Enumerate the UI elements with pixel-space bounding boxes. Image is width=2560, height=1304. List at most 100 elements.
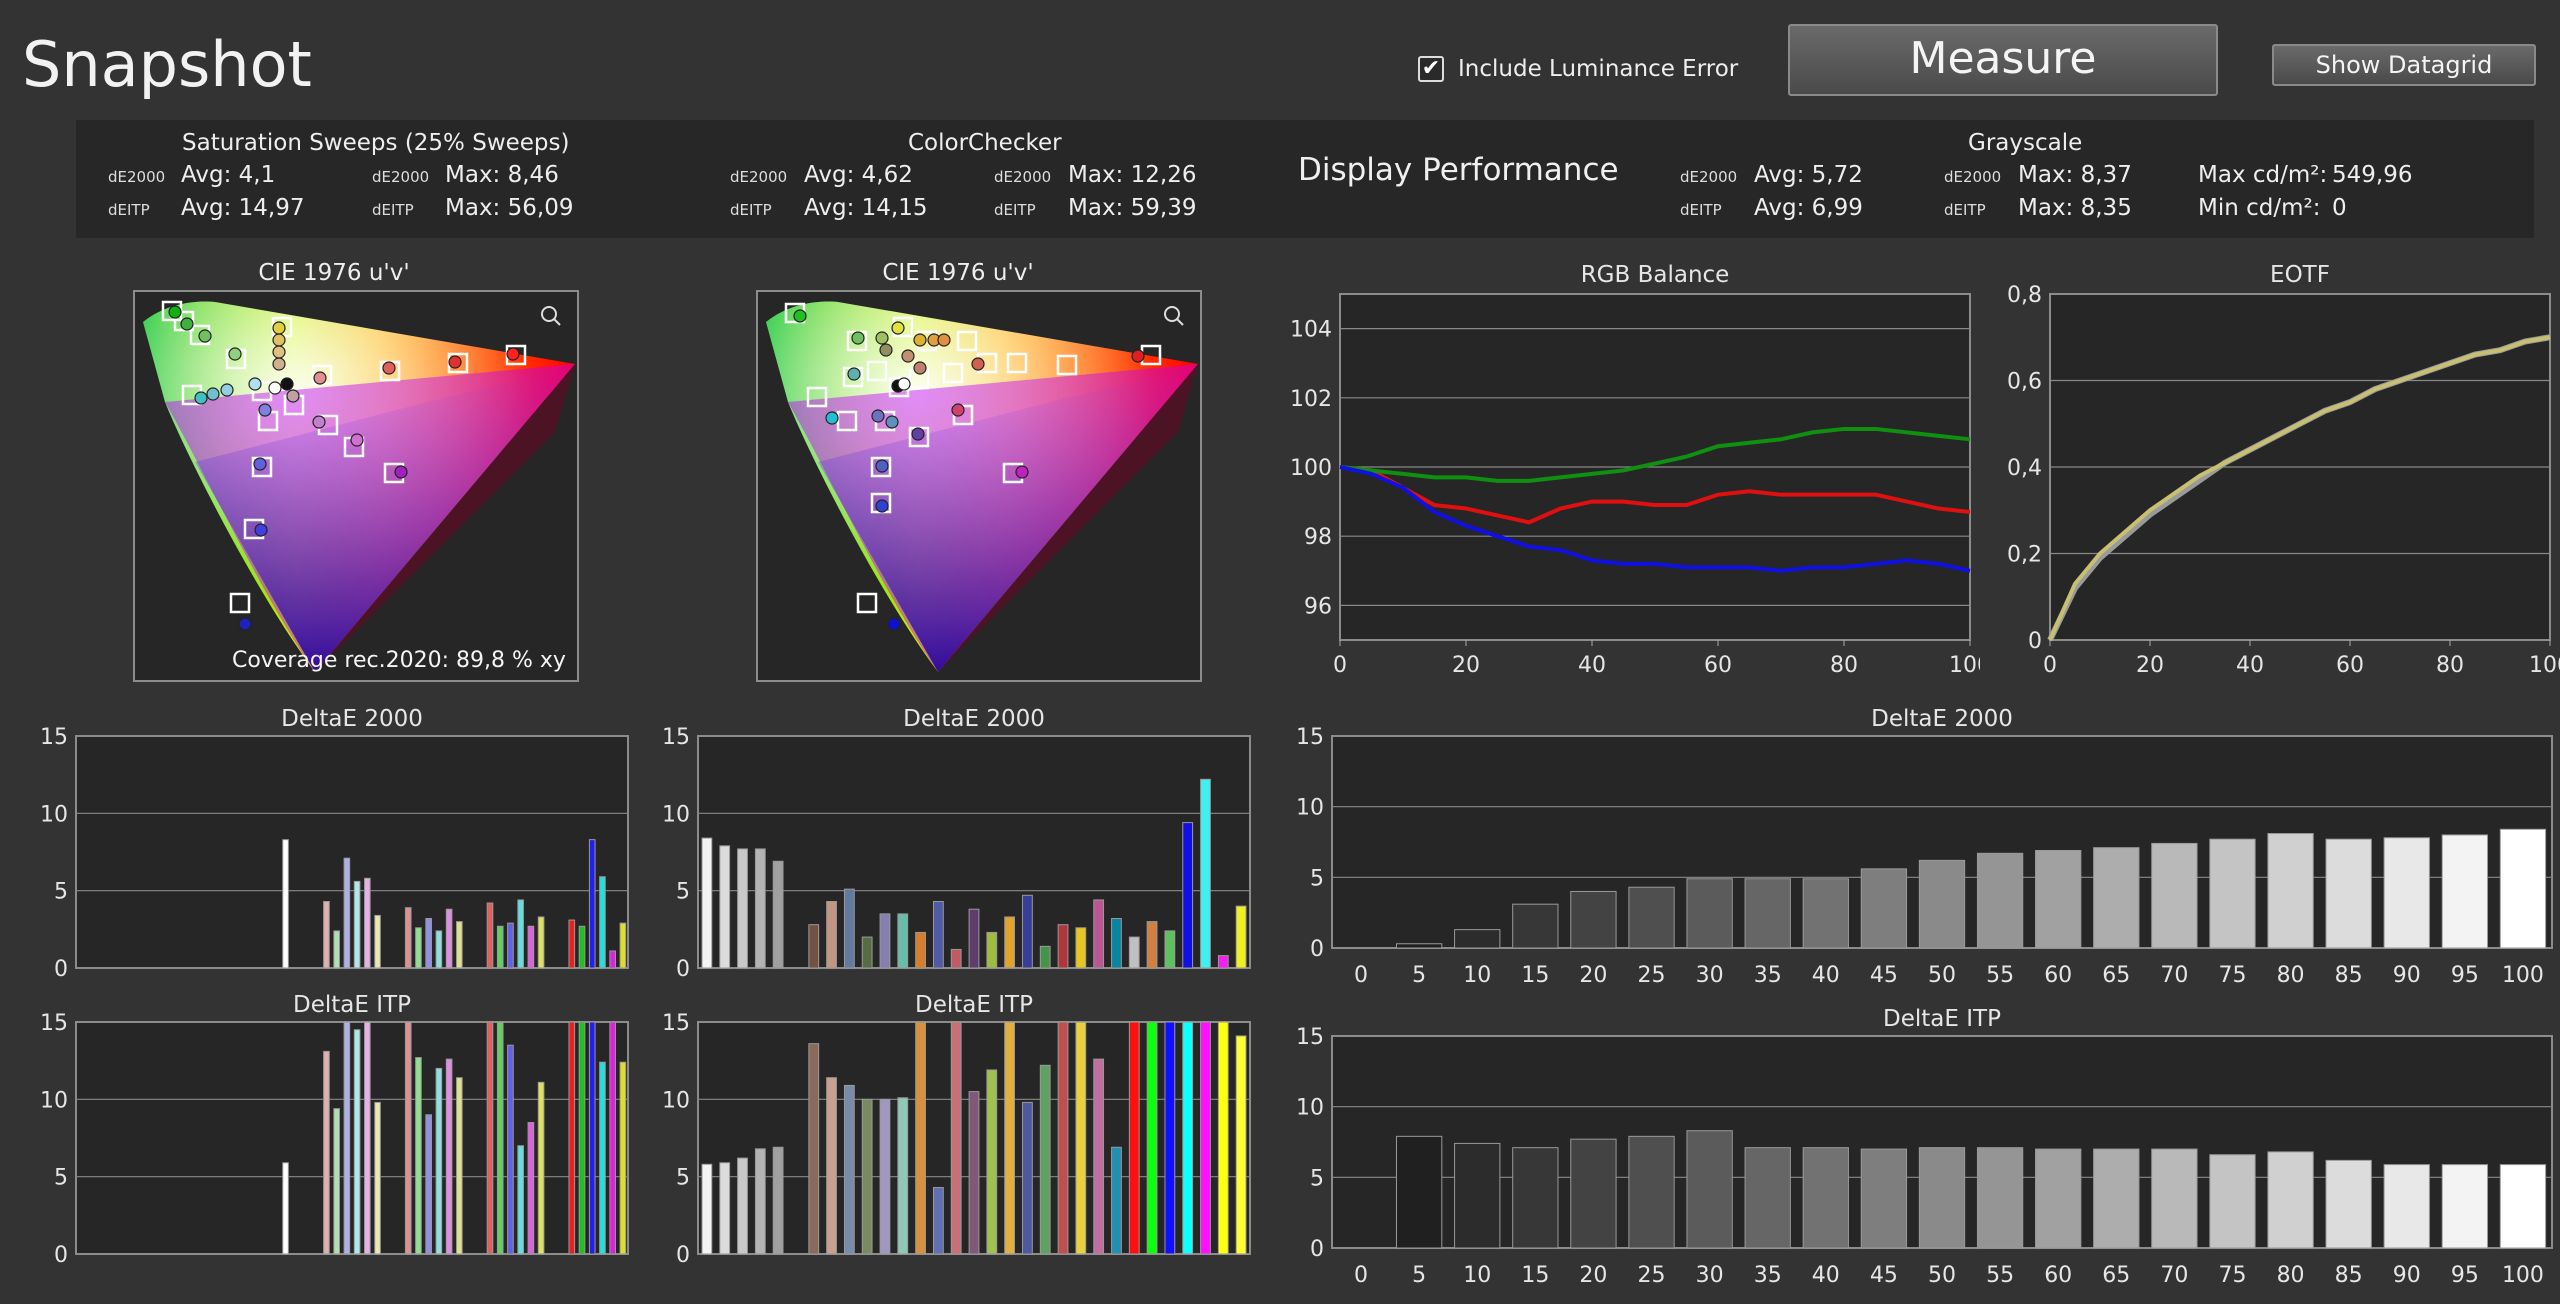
- bar: [2441, 1164, 2489, 1249]
- bar: [1182, 1021, 1194, 1255]
- bar: [2267, 833, 2314, 949]
- gs-de-label-2: dE2000: [1944, 168, 2002, 186]
- chart-title: DeltaE ITP: [1883, 1006, 2001, 1032]
- bar: [737, 1157, 748, 1255]
- bar: [1146, 1021, 1158, 1255]
- bar: [1918, 1147, 1966, 1249]
- eotf-chart: EOTF 0 0,2 0,4 0,6 0,8 0 20 40 60 80 100: [1990, 256, 2560, 686]
- y-tick-label: 15: [1296, 1025, 1324, 1050]
- magnifier-icon[interactable]: [541, 306, 561, 326]
- bar: [1039, 1064, 1051, 1255]
- x-tick-label: 0: [1333, 653, 1347, 678]
- gs-max-cd-label: Max cd/m²:: [2198, 162, 2328, 188]
- x-tick-label: 10: [1463, 1263, 1491, 1288]
- cc-de2000-chart-svg: DeltaE 2000 0 5 10 15: [662, 706, 1251, 982]
- x-tick-label: 20: [1452, 653, 1480, 678]
- gs-min-cd-label: Min cd/m²:: [2198, 195, 2321, 221]
- x-tick-label: 0: [1354, 963, 1368, 988]
- cie-diagram-right[interactable]: [756, 290, 1202, 682]
- gs-de-avg: Avg: 5,72: [1754, 162, 1863, 188]
- cc-de2000-chart: DeltaE 2000 0 5 10 15: [642, 700, 1254, 982]
- bar: [897, 1097, 909, 1255]
- bar: [701, 837, 713, 969]
- bar: [1004, 916, 1016, 969]
- gs-max-cd-value: 549,96: [2332, 162, 2413, 188]
- y-tick-label: 5: [676, 1166, 690, 1191]
- show-datagrid-button[interactable]: Show Datagrid: [2272, 44, 2536, 86]
- cie-right-svg: [766, 301, 1198, 672]
- bar: [578, 1021, 586, 1255]
- x-tick-label: 85: [2335, 963, 2363, 988]
- bar: [323, 900, 330, 969]
- y-tick-label: 100: [1290, 456, 1332, 481]
- bar: [1686, 878, 1733, 949]
- bar: [2093, 847, 2140, 949]
- bar: [1235, 905, 1247, 969]
- bar: [950, 1021, 962, 1255]
- y-tick-label: 15: [662, 725, 690, 750]
- luminance-error-checkbox[interactable]: ✔: [1418, 56, 1444, 82]
- bar: [496, 925, 504, 969]
- bar: [1057, 924, 1069, 969]
- bar: [282, 839, 289, 969]
- chart-title: DeltaE ITP: [915, 992, 1033, 1018]
- bar: [754, 1148, 766, 1255]
- bar: [2267, 1151, 2314, 1249]
- bar: [879, 913, 891, 969]
- y-tick-label: 5: [54, 1166, 68, 1191]
- bar: [1200, 778, 1211, 969]
- bar: [1146, 921, 1158, 969]
- bar: [333, 930, 340, 969]
- magnifier-icon-right[interactable]: [1164, 306, 1184, 326]
- x-tick-label: 0: [2043, 653, 2057, 678]
- cc-de-label-2: dE2000: [994, 168, 1052, 186]
- measure-button[interactable]: Measure: [1788, 24, 2218, 96]
- bar: [1454, 929, 1501, 949]
- x-tick-label: 60: [1704, 653, 1732, 678]
- bar: [507, 922, 514, 969]
- series-line-red: [1339, 465, 1971, 525]
- x-tick-label: 55: [1986, 963, 2014, 988]
- gs-min-cd-value: 0: [2332, 195, 2347, 221]
- bar: [1217, 955, 1229, 969]
- luminance-error-label[interactable]: Include Luminance Error: [1458, 56, 1739, 82]
- x-tick-label: 70: [2160, 1263, 2188, 1288]
- y-tick-label: 5: [1310, 1166, 1324, 1191]
- bar: [404, 1021, 412, 1255]
- bar: [1217, 1021, 1229, 1255]
- chart-title: EOTF: [2270, 262, 2330, 288]
- bar: [599, 1061, 606, 1255]
- y-tick-label: 0: [1310, 937, 1324, 962]
- y-tick-label: 5: [676, 880, 690, 905]
- sat-de-label: dE2000: [108, 168, 166, 186]
- grayscale-title: Grayscale: [1968, 130, 2083, 156]
- bar: [1111, 918, 1122, 969]
- x-tick-label: 40: [1812, 1263, 1840, 1288]
- bar: [435, 1067, 443, 1255]
- y-tick-label: 0: [54, 1243, 68, 1266]
- bar: [1628, 1135, 1675, 1249]
- bar: [897, 913, 909, 969]
- cc-itp-label-2: dEITP: [994, 201, 1036, 219]
- bar: [826, 900, 837, 969]
- chart-title: RGB Balance: [1581, 262, 1730, 288]
- y-tick-label: 0: [54, 957, 68, 980]
- bar: [486, 902, 494, 969]
- bar: [2035, 1148, 2082, 1249]
- bar: [1976, 1147, 2024, 1249]
- bar: [2209, 838, 2256, 949]
- x-tick-label: 20: [2136, 653, 2164, 678]
- y-tick-label: 10: [662, 1088, 690, 1113]
- page-title: Snapshot: [22, 28, 312, 101]
- bar: [861, 936, 873, 969]
- bar: [1022, 894, 1033, 969]
- bar: [1075, 1021, 1087, 1255]
- cie-diagram-left[interactable]: [133, 290, 579, 682]
- chart-title: DeltaE 2000: [281, 706, 423, 732]
- x-tick-label: 60: [2044, 963, 2072, 988]
- bar: [772, 1146, 784, 1255]
- gs-itp-avg: Avg: 6,99: [1754, 195, 1863, 221]
- bar: [486, 1021, 494, 1255]
- sat-deitp-chart: DeltaE ITP 0 5 10 15: [20, 986, 632, 1268]
- chart-title: DeltaE ITP: [293, 992, 411, 1018]
